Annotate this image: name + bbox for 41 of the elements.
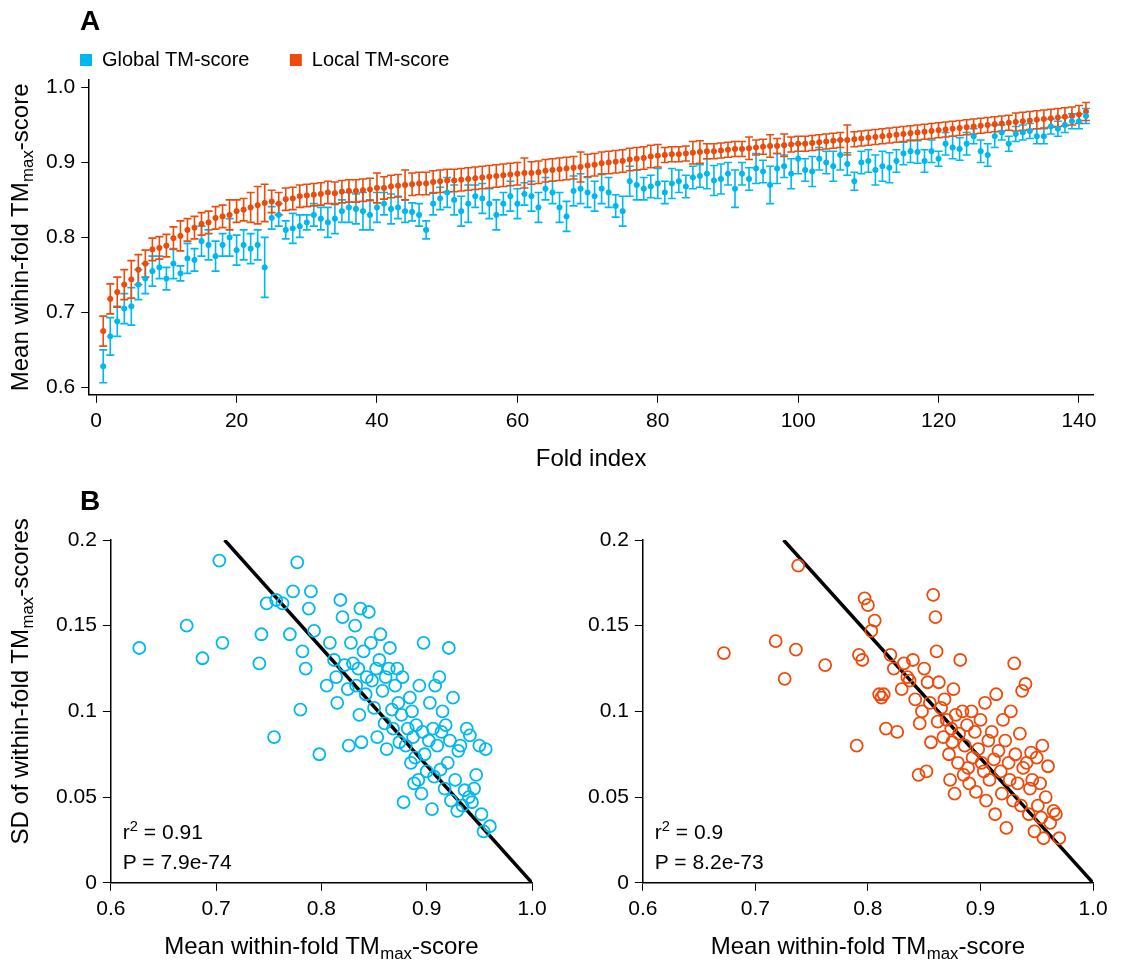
annotation: P = 8.2e-73 <box>654 849 764 873</box>
y-tick-label: 0.6 <box>45 374 76 398</box>
y-tick-label: 0.15 <box>588 612 629 636</box>
x-tick-label: 0.8 <box>306 896 337 920</box>
x-tick-label: 0.7 <box>201 896 231 920</box>
y-tick-label: 1.0 <box>45 74 76 98</box>
x-tick-label: 0.9 <box>412 896 442 920</box>
y-tick-label: 0.1 <box>599 698 629 722</box>
y-axis-title: SD of within-fold TMmax-scores <box>6 518 38 845</box>
x-tick-label: 0.8 <box>853 896 883 920</box>
y-tick-label: 0.2 <box>599 526 629 550</box>
legend-label: Global TM-score <box>102 47 250 70</box>
y-tick-label: 0.05 <box>56 783 97 807</box>
y-tick-label: 0.15 <box>56 612 97 636</box>
x-tick-label: 20 <box>224 408 249 432</box>
y-tick-label: 0.1 <box>67 698 97 722</box>
x-tick-label: 0.6 <box>628 896 658 920</box>
y-tick-label: 0 <box>85 869 97 893</box>
chart-title: B <box>80 484 101 516</box>
y-tick-label: 0.7 <box>45 299 76 323</box>
annotation: P = 7.9e-74 <box>122 849 232 873</box>
y-tick-label: 0.05 <box>588 783 629 807</box>
y-tick-label: 0.9 <box>45 149 76 173</box>
x-tick-label: 0.6 <box>96 896 126 920</box>
x-tick-label: 1.0 <box>517 896 547 920</box>
x-tick-label: 80 <box>646 408 670 432</box>
x-tick-label: 60 <box>505 408 530 432</box>
y-axis-title: Mean wihin-fold TMmax-score <box>6 83 38 392</box>
y-tick-label: 0.8 <box>45 224 76 248</box>
x-tick-label: 0.9 <box>965 896 996 920</box>
x-tick-label: 0.7 <box>740 896 771 920</box>
x-axis-title: Fold index <box>535 444 647 471</box>
x-tick-label: 1.0 <box>1078 896 1108 920</box>
x-tick-label: 100 <box>780 408 816 432</box>
legend-label: Local TM-score <box>311 47 450 70</box>
y-tick-label: 0 <box>617 869 629 893</box>
x-tick-label: 120 <box>921 408 957 432</box>
y-tick-label: 0.2 <box>67 526 97 550</box>
chart-title: A <box>80 4 101 36</box>
x-tick-label: 40 <box>365 408 389 432</box>
x-tick-label: 140 <box>1061 408 1097 432</box>
